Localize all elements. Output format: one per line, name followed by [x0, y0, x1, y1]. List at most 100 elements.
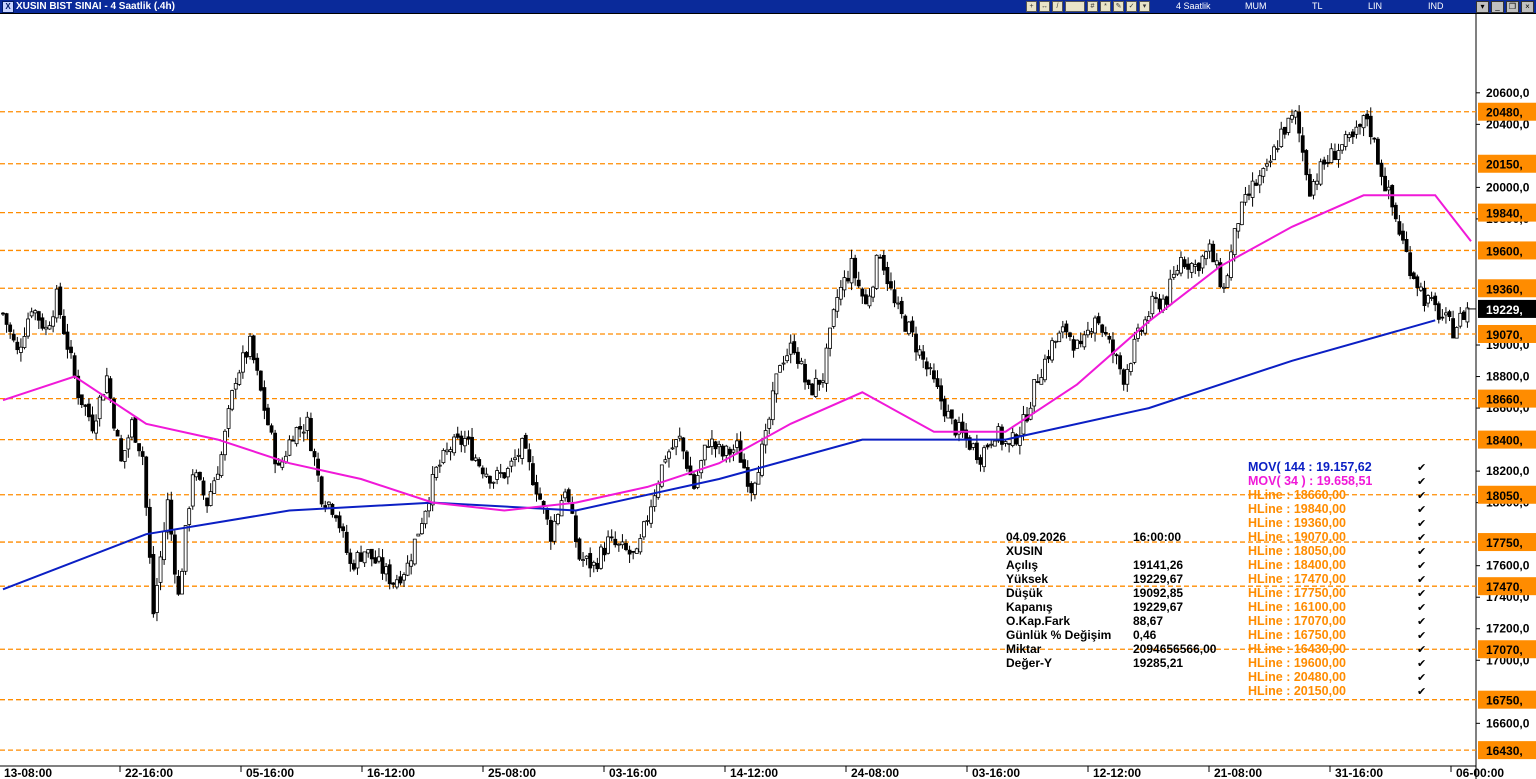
candle-body [176, 575, 181, 595]
candle-body [1333, 151, 1337, 161]
candle-body [1239, 201, 1244, 226]
candle-body [65, 331, 70, 350]
currency-selector[interactable]: TL [1312, 1, 1323, 11]
close-icon[interactable]: × [1521, 1, 1534, 13]
candle-body [921, 351, 926, 360]
y-tick-label: 16600,0 [1486, 716, 1530, 730]
candle-body [616, 543, 621, 546]
scale-selector[interactable]: LIN [1368, 1, 1383, 11]
candle-body [1304, 150, 1309, 176]
settings-icon[interactable]: * [1100, 1, 1111, 12]
candle-body [1444, 312, 1448, 316]
readout-label: Düşük [1006, 586, 1043, 600]
minimize-icon[interactable]: _ [1491, 1, 1504, 13]
candle-body [1171, 273, 1176, 278]
candle-body [806, 379, 811, 386]
indicators-selector[interactable]: IND [1428, 1, 1444, 11]
candle-body [484, 473, 489, 477]
candle-body [133, 416, 138, 443]
chart-style-selector[interactable]: MUM [1245, 1, 1267, 11]
legend-check-icon: ✔ [1417, 672, 1426, 684]
legend-entry: HLine : 18400,00 [1248, 558, 1346, 572]
candle-body [230, 390, 235, 410]
y-tick-label: 20400,0 [1486, 117, 1530, 131]
candle-body [301, 431, 306, 434]
candle-body [1114, 354, 1119, 357]
candle-body [169, 499, 174, 535]
candle-body [1204, 251, 1208, 260]
app-icon[interactable]: X [2, 1, 14, 13]
candle-body [642, 521, 646, 538]
candle-body [1315, 180, 1319, 185]
x-tick-label: 03-16:00 [609, 766, 657, 779]
candle-body [147, 506, 152, 558]
candle-body [183, 525, 188, 572]
candle-body [1207, 243, 1212, 252]
candle-body [1035, 381, 1040, 383]
moving-average-line [2, 319, 1436, 591]
candle-body [394, 579, 399, 588]
candle-body [36, 311, 41, 321]
candle-body [323, 505, 328, 508]
restore-icon[interactable]: ❐ [1506, 1, 1519, 13]
zoom-icon[interactable]: + [1026, 1, 1037, 12]
candle-body [359, 552, 363, 562]
y-tick-label: 17200,0 [1486, 622, 1530, 636]
period-selector[interactable]: 4 Saatlik [1176, 1, 1211, 11]
drawing-icon[interactable]: / [1052, 1, 1063, 12]
candle-body [534, 482, 539, 495]
candle-body [613, 538, 618, 546]
grid-icon[interactable]: # [1087, 1, 1098, 12]
candle-body [785, 355, 790, 362]
candle-body [1350, 131, 1355, 138]
legend-check-icon: ✔ [1417, 602, 1426, 614]
legend-check-icon: ✔ [1417, 518, 1426, 530]
candle-body [699, 460, 704, 474]
candle-body [1139, 330, 1144, 332]
candle-body [502, 472, 507, 479]
candle-body [1461, 311, 1466, 320]
pencil-icon[interactable]: ✎ [1113, 1, 1124, 12]
window-menu-icon[interactable]: ▾ [1476, 1, 1489, 13]
candle-body [881, 255, 886, 271]
candle-body [1426, 295, 1430, 304]
candle-body [1222, 286, 1226, 289]
hline-price-tag [1478, 102, 1536, 121]
candle-body [54, 288, 59, 319]
candle-body [727, 448, 732, 455]
candle-body [620, 541, 625, 546]
candle-body [151, 554, 156, 615]
candle-body [466, 436, 471, 440]
candle-body [1415, 276, 1420, 289]
candle-body [681, 437, 686, 452]
candle-body [1279, 128, 1284, 148]
price-chart[interactable]: 20600,020400,020000,019800,019000,018800… [0, 14, 1536, 779]
candle-body [1329, 148, 1334, 164]
candle-body [1250, 180, 1255, 198]
candle-body [1361, 115, 1366, 129]
symbol-field-icon[interactable] [1065, 1, 1085, 12]
candle-body [1103, 332, 1108, 335]
candle-body [1068, 332, 1072, 338]
pan-icon[interactable]: ↔ [1039, 1, 1050, 12]
candle-body [1132, 338, 1137, 363]
candle-body [462, 438, 467, 447]
x-tick-label: 16-12:00 [367, 766, 415, 779]
candle-body [1397, 221, 1402, 235]
hline-price-label: 19070, [1486, 328, 1523, 342]
checkmark-icon[interactable]: ✓ [1126, 1, 1137, 12]
candle-body [190, 474, 195, 507]
candle-body [917, 349, 922, 356]
hline-price-tag [1478, 640, 1536, 659]
legend-entry: HLine : 19360,00 [1248, 516, 1346, 530]
candle-body [1286, 117, 1291, 133]
arrow-down-icon[interactable]: ▾ [1139, 1, 1150, 12]
candle-body [1128, 363, 1133, 372]
candle-body [828, 327, 832, 349]
candle-body [15, 341, 20, 351]
candle-body [165, 499, 170, 533]
candle-body [240, 352, 245, 373]
candle-body [1186, 263, 1191, 270]
candle-body [520, 438, 525, 459]
candle-body [208, 491, 213, 506]
